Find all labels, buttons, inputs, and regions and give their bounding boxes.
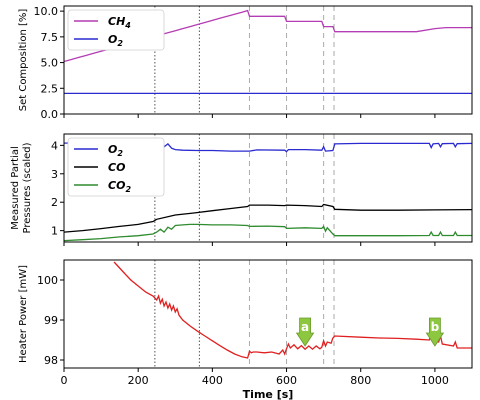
y-tick-label: 1 <box>51 225 58 238</box>
x-tick-label: 0 <box>61 374 68 387</box>
annotation-arrow-a: a <box>295 317 315 347</box>
y-tick-label: 100 <box>37 274 58 287</box>
x-tick-label: 400 <box>202 374 223 387</box>
axes-frame <box>63 5 473 115</box>
x-axis-label: Time [s] <box>243 388 294 400</box>
y-tick-label: 2 <box>51 196 58 209</box>
annotation-label: a <box>301 320 309 334</box>
legend: O2 CO CO2 <box>67 137 165 197</box>
legend-entry: CO <box>108 161 125 174</box>
y-tick-label: 10.0 <box>34 5 59 18</box>
x-tick-label: 600 <box>276 374 297 387</box>
x-tick-label: 200 <box>128 374 149 387</box>
y-tick-label: 5.0 <box>41 57 59 70</box>
legend-entry: CO2 <box>108 179 131 194</box>
annotation-arrow-b: b <box>425 317 445 347</box>
legend-entry: O2 <box>108 143 123 158</box>
y-axis-label: Pressures (scaled) <box>22 142 33 233</box>
y-tick-label: 0.0 <box>41 108 59 121</box>
series-line-o2 <box>64 141 472 153</box>
y-tick-label: 4 <box>51 139 58 152</box>
y-tick-label: 2.5 <box>41 82 59 95</box>
panel-measured-partial-pressures: 1 2 3 4 Measured Partial Pressures (scaled) O2… <box>10 133 473 246</box>
annotation-label: b <box>431 320 440 334</box>
y-axis-label: Heater Power [mW] <box>18 265 29 363</box>
x-tick-label: 800 <box>350 374 371 387</box>
y-axis-label: Measured Partial <box>10 146 21 229</box>
y-tick-label: 3 <box>51 168 58 181</box>
y-tick-label: 7.5 <box>41 31 59 44</box>
y-tick-label: 99 <box>44 314 58 327</box>
legend-entry: O2 <box>108 33 123 48</box>
axes-frame <box>63 259 473 369</box>
y-tick-label: 98 <box>44 354 58 367</box>
series-line-co2 <box>64 223 472 242</box>
series-line-heater-power <box>113 261 472 359</box>
x-tick-label: 1000 <box>421 374 449 387</box>
series-line-co <box>64 203 472 233</box>
legend-entry: CH4 <box>108 15 131 30</box>
axes-frame <box>63 133 473 243</box>
y-axis-label: Set Composition [%] <box>18 9 29 112</box>
